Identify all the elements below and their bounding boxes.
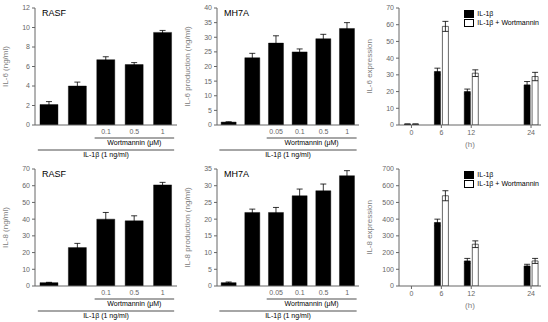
svg-text:200: 200 xyxy=(382,249,394,256)
svg-text:12: 12 xyxy=(467,129,475,136)
svg-text:4: 4 xyxy=(26,82,30,89)
svg-text:70: 70 xyxy=(22,165,30,172)
svg-text:10: 10 xyxy=(22,24,30,31)
svg-text:MH7A: MH7A xyxy=(224,169,249,179)
svg-text:300: 300 xyxy=(382,232,394,239)
svg-text:IL-1β (1 ng/ml): IL-1β (1 ng/ml) xyxy=(265,151,311,159)
svg-text:IL-1β (1 ng/ml): IL-1β (1 ng/ml) xyxy=(83,312,129,320)
svg-text:IL-6 expression: IL-6 expression xyxy=(365,39,374,94)
svg-text:(h): (h) xyxy=(465,301,475,310)
svg-text:IL-8 expression: IL-8 expression xyxy=(365,200,374,255)
svg-text:8: 8 xyxy=(26,43,30,50)
svg-text:IL-1β (1 ng/ml): IL-1β (1 ng/ml) xyxy=(83,151,129,159)
svg-text:IL-8 (ng/ml): IL-8 (ng/ml) xyxy=(8,207,10,248)
svg-text:0.5: 0.5 xyxy=(130,128,140,135)
svg-text:500: 500 xyxy=(382,199,394,206)
svg-text:700: 700 xyxy=(382,165,394,172)
svg-text:20: 20 xyxy=(22,249,30,256)
svg-text:IL-6 production (ng/ml): IL-6 production (ng/ml) xyxy=(183,26,192,107)
svg-text:5: 5 xyxy=(208,107,212,114)
svg-text:10: 10 xyxy=(22,266,30,273)
svg-text:2: 2 xyxy=(26,102,30,109)
svg-text:1: 1 xyxy=(161,289,165,296)
svg-text:0: 0 xyxy=(26,121,30,128)
svg-text:25: 25 xyxy=(204,199,212,206)
svg-text:24: 24 xyxy=(527,290,535,297)
svg-text:1: 1 xyxy=(345,128,349,135)
svg-text:0: 0 xyxy=(410,129,414,136)
svg-text:15: 15 xyxy=(204,78,212,85)
svg-text:70: 70 xyxy=(386,4,394,11)
svg-text:100: 100 xyxy=(382,266,394,273)
svg-text:30: 30 xyxy=(204,182,212,189)
svg-text:Wortmannin (μM): Wortmannin (μM) xyxy=(107,139,161,147)
svg-text:1: 1 xyxy=(161,128,165,135)
svg-text:0.1: 0.1 xyxy=(101,289,111,296)
svg-text:0: 0 xyxy=(208,121,212,128)
svg-text:0: 0 xyxy=(26,282,30,289)
svg-text:RASF: RASF xyxy=(42,8,67,18)
svg-text:15: 15 xyxy=(204,232,212,239)
svg-text:10: 10 xyxy=(204,249,212,256)
svg-text:0.5: 0.5 xyxy=(130,289,140,296)
svg-text:Wortmannin (μM): Wortmannin (μM) xyxy=(285,300,339,308)
svg-text:Wortmannin (μM): Wortmannin (μM) xyxy=(285,139,339,147)
svg-text:6: 6 xyxy=(26,63,30,70)
svg-text:RASF: RASF xyxy=(42,169,67,179)
svg-text:10: 10 xyxy=(204,92,212,99)
html-text:IL-1β + Wortmannin: IL-1β + Wortmannin xyxy=(477,19,539,26)
svg-text:40: 40 xyxy=(386,55,394,62)
svg-text:MH7A: MH7A xyxy=(224,8,249,18)
svg-text:24: 24 xyxy=(527,129,535,136)
svg-text:0: 0 xyxy=(208,282,212,289)
svg-text:IL-6 (ng/ml): IL-6 (ng/ml) xyxy=(8,46,10,87)
svg-text:IL-1β (1 ng/ml): IL-1β (1 ng/ml) xyxy=(265,312,311,320)
svg-text:1: 1 xyxy=(345,289,349,296)
svg-text:30: 30 xyxy=(386,71,394,78)
svg-text:60: 60 xyxy=(22,182,30,189)
svg-text:20: 20 xyxy=(204,63,212,70)
svg-text:Wortmannin (μM): Wortmannin (μM) xyxy=(107,300,161,308)
svg-text:12: 12 xyxy=(467,290,475,297)
svg-text:6: 6 xyxy=(439,129,443,136)
svg-text:0.1: 0.1 xyxy=(101,128,111,135)
svg-text:5: 5 xyxy=(208,266,212,273)
svg-text:0: 0 xyxy=(410,290,414,297)
svg-text:35: 35 xyxy=(204,19,212,26)
svg-text:0.5: 0.5 xyxy=(319,128,329,135)
svg-text:12: 12 xyxy=(22,4,30,11)
svg-text:0: 0 xyxy=(390,282,394,289)
svg-text:30: 30 xyxy=(22,232,30,239)
svg-text:50: 50 xyxy=(386,38,394,45)
svg-text:6: 6 xyxy=(439,290,443,297)
svg-text:0.1: 0.1 xyxy=(295,289,305,296)
svg-text:35: 35 xyxy=(204,165,212,172)
svg-text:IL-8 production (ng/ml): IL-8 production (ng/ml) xyxy=(183,187,192,268)
svg-text:10: 10 xyxy=(386,105,394,112)
svg-text:30: 30 xyxy=(204,34,212,41)
svg-text:60: 60 xyxy=(386,21,394,28)
svg-text:0.5: 0.5 xyxy=(319,289,329,296)
svg-text:(h): (h) xyxy=(465,140,475,149)
svg-text:20: 20 xyxy=(386,88,394,95)
svg-text:40: 40 xyxy=(204,4,212,11)
html-text:IL-1β: IL-1β xyxy=(477,171,494,178)
svg-text:0: 0 xyxy=(390,121,394,128)
svg-text:400: 400 xyxy=(382,216,394,223)
svg-text:600: 600 xyxy=(382,182,394,189)
html-text:IL-1β + Wortmannin: IL-1β + Wortmannin xyxy=(477,180,539,187)
svg-text:20: 20 xyxy=(204,216,212,223)
html-text:IL-1β: IL-1β xyxy=(477,10,494,17)
svg-text:0.05: 0.05 xyxy=(269,289,283,296)
svg-text:0.1: 0.1 xyxy=(295,128,305,135)
svg-text:50: 50 xyxy=(22,199,30,206)
svg-text:40: 40 xyxy=(22,216,30,223)
svg-text:25: 25 xyxy=(204,48,212,55)
svg-text:0.05: 0.05 xyxy=(269,128,283,135)
